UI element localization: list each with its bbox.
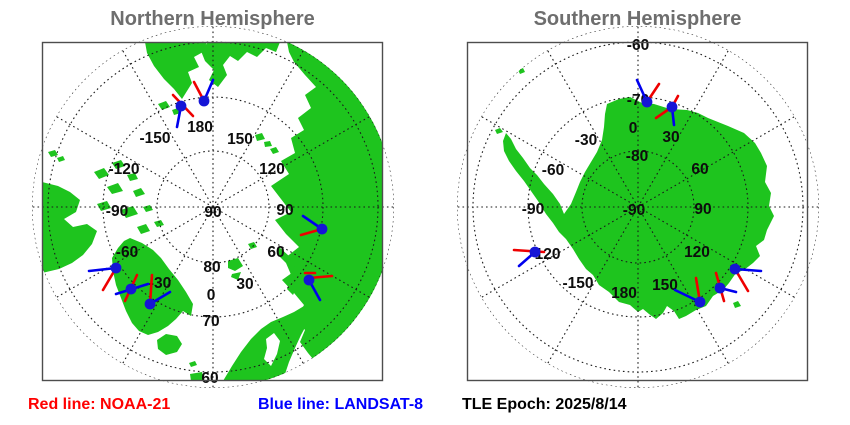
satellite-dot (303, 274, 315, 286)
satellite-marker (654, 94, 680, 127)
grid-label: 90 (204, 204, 221, 221)
satellite-marker (714, 271, 738, 303)
grid-label: -150 (139, 130, 170, 147)
south-title: Southern Hemisphere (533, 8, 742, 30)
satellite-dot (694, 296, 706, 308)
grid-label: 120 (684, 244, 710, 261)
grid-label: 30 (662, 129, 679, 146)
south-plot-border (466, 41, 809, 382)
north-satellites (87, 78, 334, 310)
legend-red-line: Red line: NOAA-21 (28, 396, 171, 413)
satellite-marker (299, 214, 328, 237)
grid-label: -120 (108, 161, 139, 178)
grid-label: -90 (522, 201, 544, 218)
grid-label: 0 (207, 287, 216, 304)
grid-label: -60 (627, 37, 649, 54)
satellite-dot (175, 100, 187, 112)
grid-label: 80 (203, 259, 220, 276)
satellite-marker (171, 93, 195, 129)
grid-label: -80 (626, 148, 648, 165)
satellite-marker (729, 263, 763, 293)
legend-blue-line: Blue line: LANDSAT-8 (258, 396, 424, 413)
satellite-marker (87, 262, 122, 292)
grid-label: 90 (694, 201, 711, 218)
satellite-marker (192, 78, 215, 107)
grid-label: 30 (236, 276, 253, 293)
satellite-dot (666, 101, 678, 113)
grid-label: 180 (187, 119, 213, 136)
north-plot: 180 -150 150 -120 120 -90 90 90 -60 60 -30 30 80 0 70 6… (32, 26, 394, 388)
grid-label: 150 (227, 131, 253, 148)
south-plot: -60 -70 0 -30 30 -80 -60 60 -90 -90 90 -120 120 -150 1… (457, 26, 819, 388)
satellite-dot (729, 263, 741, 275)
south-satellites (512, 78, 763, 308)
grid-label: 60 (691, 161, 708, 178)
south-map: -60-700-30 30-80-60 60-90 -90 90-120 120-150 1… (457, 26, 819, 388)
satellite-dot (144, 298, 156, 310)
grid-label: -30 (575, 132, 597, 149)
north-map: 180 -150 150 -120 120 -90 90 90 -60 60 -30 30 80 0 70 6… (32, 26, 394, 388)
noaa21-track-line (647, 82, 661, 101)
satellite-marker (673, 276, 706, 308)
grid-label: 70 (202, 313, 219, 330)
south-graticule (457, 26, 819, 388)
satellite-marker (114, 273, 150, 303)
satellite-marker (635, 78, 661, 108)
grid-label: -60 (542, 162, 564, 179)
satellite-dot (529, 246, 541, 258)
satellite-dot (198, 95, 210, 107)
satellite-dot (641, 96, 653, 108)
satellite-marker (512, 246, 546, 268)
satellite-marker (303, 271, 334, 302)
north-plot-border (41, 41, 384, 382)
grid-label: 150 (652, 277, 678, 294)
grid-label: 0 (629, 120, 638, 137)
grid-label: 180 (611, 285, 637, 302)
satellite-dot (714, 282, 726, 294)
grid-label: 60 (267, 244, 284, 261)
north-grid-labels: 180 -150 150 -120 120 -90 90 90 -60 60 -30 30 80 0 70 6… (106, 119, 294, 387)
grid-label: 90 (276, 202, 293, 219)
grid-label: -60 (116, 244, 138, 261)
grid-label: -90 (623, 202, 645, 219)
north-graticule (32, 26, 394, 388)
grid-label: 120 (259, 161, 285, 178)
satellite-dot (125, 283, 137, 295)
grid-label: -90 (106, 203, 128, 220)
legend-tle-epoch: TLE Epoch: 2025/8/14 (462, 396, 627, 413)
grid-label: -30 (149, 275, 171, 292)
satellite-marker (144, 273, 172, 310)
satellite-dot (110, 262, 122, 274)
satellite-dot (316, 223, 328, 235)
grid-label: 60 (201, 370, 218, 387)
north-title: Northern Hemisphere (110, 8, 315, 30)
grid-label: -150 (562, 275, 593, 292)
north-landmasses (42, 42, 382, 381)
